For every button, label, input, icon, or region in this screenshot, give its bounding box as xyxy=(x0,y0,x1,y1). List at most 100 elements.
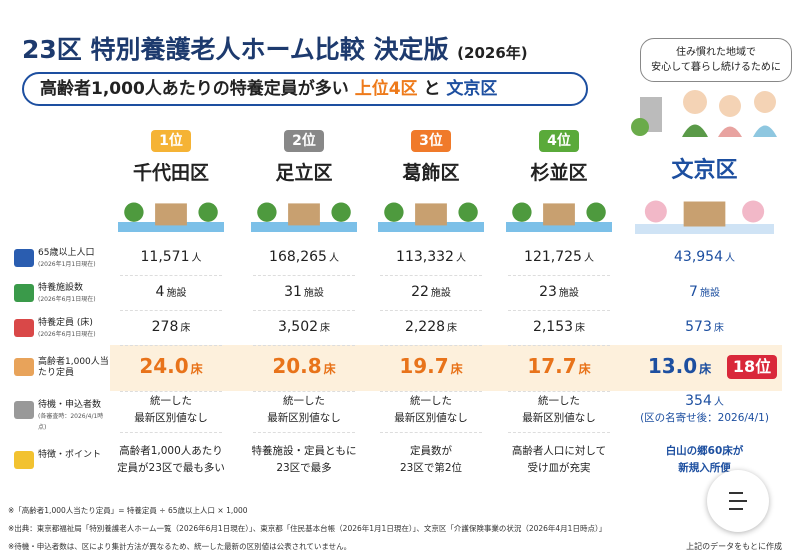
population-value: 11,571 人 xyxy=(112,249,230,265)
value-number: 121,725 xyxy=(524,249,582,265)
value-number: 19.7 xyxy=(399,354,449,378)
row-label: 特徴・ポイント xyxy=(38,450,110,461)
waiting-text: 統一した xyxy=(150,395,192,407)
feature-text: 23区で第2位 xyxy=(399,462,463,474)
value-unit: 床 xyxy=(190,362,203,376)
row-label: 待機・申込者数 (各審査時：2026/4/1時点) xyxy=(38,400,110,433)
feature-text: 定員が23区で最も多い xyxy=(117,462,225,474)
population-value: 121,725 人 xyxy=(500,249,618,265)
value-unit: 人 xyxy=(725,253,735,264)
subtitle-box: 高齢者1,000人あたりの特養定員が多い 上位4区 と 文京区 xyxy=(22,72,588,106)
capacity-value: 2,228 床 xyxy=(372,319,490,335)
capacity-value: 3,502 床 xyxy=(245,319,363,335)
rank-badge: 2位 xyxy=(284,130,324,152)
value-unit: 床 xyxy=(713,323,724,334)
row-label: 特養施設数 (2026年6月1日現在) xyxy=(38,283,110,305)
facilities-value: 7 施設 xyxy=(627,284,782,300)
value-number: 573 xyxy=(685,319,712,335)
value-number: 3,502 xyxy=(277,319,319,335)
subtitle-lead: 高齢者1,000人あたりの特養定員が多い xyxy=(40,79,349,99)
row-icon xyxy=(14,401,34,419)
per_1000-value: 17.7 床 xyxy=(500,354,618,378)
waiting-text: 統一した xyxy=(538,395,580,407)
subtitle-top: 上位4区 xyxy=(354,79,418,99)
bubble-line: 安心して暮らし続けるために xyxy=(651,62,781,73)
value-unit: 人 xyxy=(583,253,594,264)
row-divider xyxy=(380,275,482,276)
row-divider xyxy=(380,432,482,433)
row-divider xyxy=(253,345,355,346)
ward-illustration xyxy=(378,202,484,232)
row-divider xyxy=(253,275,355,276)
feature-text: 新規入所便 xyxy=(678,462,731,474)
row-label-text: 待機・申込者数 xyxy=(38,400,102,410)
row-label-note: (2026年1月1日現在) xyxy=(38,261,96,268)
waiting-text: 最新区別値なし xyxy=(394,412,468,424)
value-number: 2,153 xyxy=(532,319,574,335)
row-label-text: 特徴・ポイント xyxy=(38,450,102,460)
rank-badge: 4位 xyxy=(539,130,579,152)
value-unit: 床 xyxy=(447,323,458,334)
row-divider xyxy=(508,432,610,433)
ward-illustration xyxy=(118,202,224,232)
waiting-text: 統一した xyxy=(283,395,325,407)
row-divider xyxy=(253,391,355,392)
subtitle-joiner: と xyxy=(423,79,441,99)
row-label-text: 特養定員 (床) xyxy=(38,318,93,328)
feature-text: 高齢者人口に対して xyxy=(511,445,607,457)
scan-button[interactable] xyxy=(707,470,769,532)
footnote: ※出典：東京都福祉局「特別養護老人ホーム一覧（2026年6月1日現在）」、東京都… xyxy=(8,524,607,533)
row-divider xyxy=(380,345,482,346)
value-unit: 施設 xyxy=(699,288,720,299)
value-number: 31 xyxy=(284,284,302,300)
ward-name: 葛飾区 xyxy=(402,162,460,184)
row-label-note: (2026年6月1日現在) xyxy=(38,331,96,338)
row-divider xyxy=(120,391,222,392)
scan-icon-line xyxy=(729,492,743,494)
ward-name: 千代田区 xyxy=(132,162,209,184)
speech-bubble: 住み慣れた地域で 安心して暮らし続けるために xyxy=(640,38,792,82)
row-divider xyxy=(120,310,222,311)
subtitle-featured: 文京区 xyxy=(446,79,498,99)
row-divider xyxy=(508,310,610,311)
bubble-line: 住み慣れた地域で xyxy=(676,47,756,58)
featured-name: 文京区 xyxy=(671,158,738,183)
footnote: ※「高齢者1,000人当たり定員」= 特養定員 ÷ 65歳以上人口 × 1,00… xyxy=(8,506,248,515)
value-number: 17.7 xyxy=(527,354,577,378)
row-label-note: (2026年6月1日現在) xyxy=(38,296,96,303)
waiting-note: (区の名寄せ後：2026/4/1) xyxy=(640,412,769,424)
row-divider xyxy=(253,432,355,433)
value-number: 13.0 xyxy=(647,354,698,378)
row-label-text: 特養施設数 xyxy=(38,283,84,293)
value-unit: 床 xyxy=(323,362,336,376)
per_1000-value: 13.0 床 xyxy=(602,354,757,378)
ward-name: 足立区 xyxy=(275,162,333,184)
row-divider xyxy=(120,432,222,433)
row-label-text: 65歳以上人口 xyxy=(38,248,95,258)
value-number: 354 xyxy=(685,393,712,409)
value-number: 2,228 xyxy=(404,319,446,335)
value-number: 168,265 xyxy=(269,249,327,265)
row-icon xyxy=(14,358,34,376)
value-unit: 施設 xyxy=(430,288,451,299)
value-number: 24.0 xyxy=(139,354,189,378)
waiting-value: 354 人 xyxy=(627,393,782,409)
value-unit: 人 xyxy=(713,397,724,408)
feature-text: 白山の郷60床が xyxy=(665,445,744,457)
scan-icon-line xyxy=(729,508,743,510)
title-year: (2026年) xyxy=(457,44,528,62)
value-unit: 床 xyxy=(450,362,463,376)
credit: 上記のデータをもとに作成 xyxy=(686,542,782,551)
waiting-text: 統一した xyxy=(410,395,452,407)
row-label: 65歳以上人口 (2026年1月1日現在) xyxy=(38,248,110,270)
value-unit: 施設 xyxy=(303,288,324,299)
row-label-note: (各審査時：2026/4/1時点) xyxy=(38,413,104,431)
ward-illustration xyxy=(506,202,612,232)
row-divider xyxy=(380,391,482,392)
row-label: 特養定員 (床) (2026年6月1日現在) xyxy=(38,318,110,340)
value-number: 7 xyxy=(689,284,698,300)
value-unit: 施設 xyxy=(558,288,579,299)
value-unit: 人 xyxy=(328,253,339,264)
row-icon xyxy=(14,319,34,337)
